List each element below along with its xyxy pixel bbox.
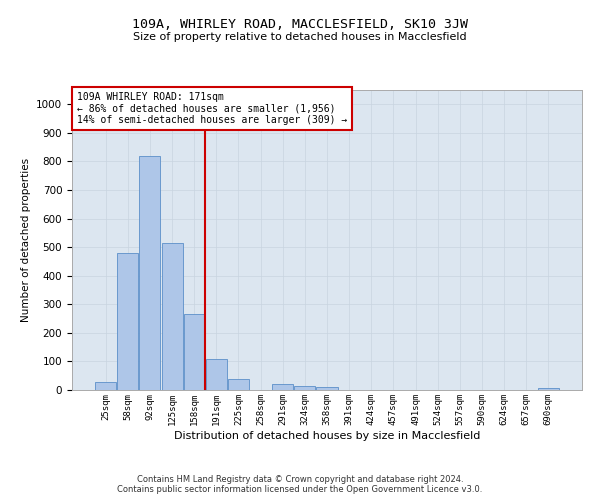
Text: 109A WHIRLEY ROAD: 171sqm
← 86% of detached houses are smaller (1,956)
14% of se: 109A WHIRLEY ROAD: 171sqm ← 86% of detac… — [77, 92, 347, 124]
Bar — [139, 156, 160, 390]
Bar — [538, 388, 559, 390]
Bar — [316, 387, 338, 390]
Bar — [95, 382, 116, 390]
Bar — [184, 314, 205, 390]
X-axis label: Distribution of detached houses by size in Macclesfield: Distribution of detached houses by size … — [174, 430, 480, 440]
Bar — [161, 243, 182, 390]
Bar — [118, 254, 139, 390]
Bar — [206, 358, 227, 390]
Text: Size of property relative to detached houses in Macclesfield: Size of property relative to detached ho… — [133, 32, 467, 42]
Bar — [272, 384, 293, 390]
Y-axis label: Number of detached properties: Number of detached properties — [20, 158, 31, 322]
Text: Contains HM Land Registry data © Crown copyright and database right 2024.
Contai: Contains HM Land Registry data © Crown c… — [118, 474, 482, 494]
Text: 109A, WHIRLEY ROAD, MACCLESFIELD, SK10 3JW: 109A, WHIRLEY ROAD, MACCLESFIELD, SK10 3… — [132, 18, 468, 30]
Bar — [228, 378, 249, 390]
Bar — [295, 386, 316, 390]
